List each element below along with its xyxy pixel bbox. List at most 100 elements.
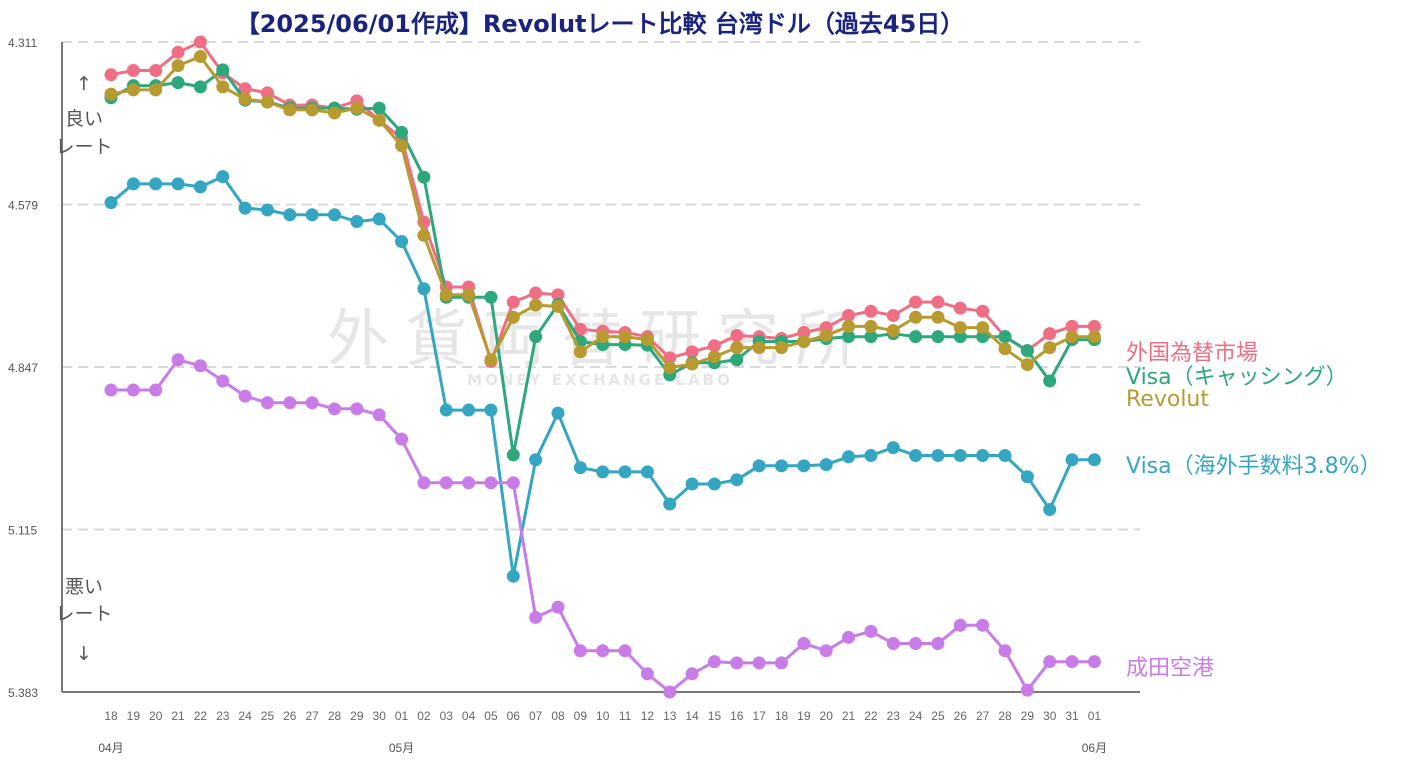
data-point bbox=[730, 656, 744, 670]
data-point bbox=[685, 477, 699, 491]
y-tick-label: 5.383 bbox=[8, 686, 38, 700]
data-point bbox=[976, 618, 990, 632]
data-point bbox=[104, 68, 118, 82]
data-point bbox=[1065, 655, 1079, 669]
x-tick-label: 26 bbox=[954, 709, 968, 723]
x-tick-label: 22 bbox=[864, 709, 878, 723]
series-line bbox=[110, 68, 1095, 457]
x-tick-label: 23 bbox=[887, 709, 901, 723]
series-label: Revolut bbox=[1126, 387, 1209, 412]
data-point bbox=[998, 342, 1012, 356]
data-point bbox=[395, 139, 409, 153]
data-point bbox=[618, 330, 632, 344]
data-point bbox=[484, 353, 498, 367]
data-point bbox=[1043, 502, 1057, 516]
y-tick-label: 4.847 bbox=[8, 361, 38, 375]
series-line bbox=[111, 358, 1095, 694]
data-point bbox=[886, 324, 900, 338]
data-point bbox=[707, 655, 721, 669]
data-point bbox=[171, 76, 185, 90]
data-point bbox=[998, 644, 1012, 658]
data-point bbox=[260, 95, 274, 109]
x-tick-label: 28 bbox=[328, 709, 342, 723]
x-tick-label: 30 bbox=[373, 709, 387, 723]
x-tick-label: 23 bbox=[216, 709, 230, 723]
data-point bbox=[1065, 330, 1079, 344]
data-point bbox=[976, 449, 990, 463]
data-point bbox=[797, 636, 811, 650]
data-point bbox=[931, 295, 945, 309]
data-point bbox=[484, 403, 498, 417]
data-point bbox=[238, 201, 252, 215]
data-point bbox=[819, 458, 833, 472]
data-point bbox=[462, 288, 476, 302]
data-point bbox=[328, 402, 341, 416]
data-point bbox=[149, 83, 163, 97]
data-point bbox=[104, 196, 118, 210]
x-tick-label: 31 bbox=[1065, 709, 1079, 723]
data-point bbox=[171, 177, 185, 191]
y-tick-label: 4.311 bbox=[8, 36, 37, 50]
data-point bbox=[663, 497, 677, 511]
data-point bbox=[1043, 655, 1057, 669]
x-tick-label: 26 bbox=[283, 709, 297, 723]
data-point bbox=[462, 476, 476, 490]
bad-rate-label-line2: レート bbox=[55, 603, 112, 625]
series-Visa（キャッシング） bbox=[104, 63, 1101, 462]
series-group bbox=[104, 35, 1101, 699]
data-point bbox=[663, 685, 677, 699]
data-point bbox=[1043, 341, 1057, 355]
data-point bbox=[328, 106, 341, 120]
y-tick-labels: 4.311 4.579 4.847 5.115 5.383 bbox=[8, 36, 38, 700]
data-point bbox=[931, 636, 945, 650]
data-point bbox=[126, 83, 140, 97]
data-point bbox=[775, 459, 788, 473]
data-point bbox=[551, 406, 565, 420]
data-point bbox=[171, 353, 185, 367]
data-point bbox=[953, 449, 967, 463]
data-point bbox=[372, 212, 386, 226]
data-point bbox=[149, 177, 163, 191]
x-tick-label: 21 bbox=[842, 709, 856, 723]
data-point bbox=[193, 35, 207, 49]
data-point bbox=[685, 667, 699, 681]
data-point bbox=[529, 330, 543, 344]
bad-rate-label-line1: 悪い bbox=[65, 576, 103, 598]
arrow-down-icon: ↓ bbox=[76, 643, 92, 665]
data-point bbox=[976, 321, 990, 335]
data-point bbox=[126, 177, 140, 191]
good-rate-label-line2: レート bbox=[55, 136, 112, 158]
good-rate-label-line1: 良い bbox=[65, 108, 103, 130]
x-tick-label: 02 bbox=[417, 709, 431, 723]
series-Revolut bbox=[104, 50, 1101, 375]
data-point bbox=[730, 341, 744, 355]
data-point bbox=[573, 461, 587, 475]
axes bbox=[61, 42, 1140, 693]
data-point bbox=[797, 335, 811, 349]
data-point bbox=[797, 459, 811, 473]
data-point bbox=[775, 656, 788, 670]
data-point bbox=[216, 80, 230, 94]
x-tick-label: 11 bbox=[619, 709, 632, 723]
data-point bbox=[596, 644, 610, 658]
data-point bbox=[886, 636, 900, 650]
x-tick-label: 25 bbox=[261, 709, 275, 723]
data-point bbox=[260, 86, 274, 100]
data-point bbox=[1087, 453, 1101, 467]
data-point bbox=[171, 59, 185, 73]
data-point bbox=[953, 618, 967, 632]
x-tick-label: 13 bbox=[663, 709, 677, 723]
x-tick-label: 04 bbox=[462, 709, 476, 723]
x-tick-label: 29 bbox=[350, 709, 364, 723]
month-label: 05月 bbox=[389, 741, 414, 755]
x-tick-label: 01 bbox=[1088, 709, 1102, 723]
data-point bbox=[462, 403, 476, 417]
data-point bbox=[640, 465, 654, 479]
x-tick-label: 15 bbox=[708, 709, 722, 723]
data-point bbox=[931, 449, 945, 463]
x-tick-label: 30 bbox=[1043, 709, 1057, 723]
data-point bbox=[1020, 470, 1034, 484]
data-point bbox=[953, 321, 967, 335]
series-label: Visa（キャッシング） bbox=[1126, 365, 1348, 390]
